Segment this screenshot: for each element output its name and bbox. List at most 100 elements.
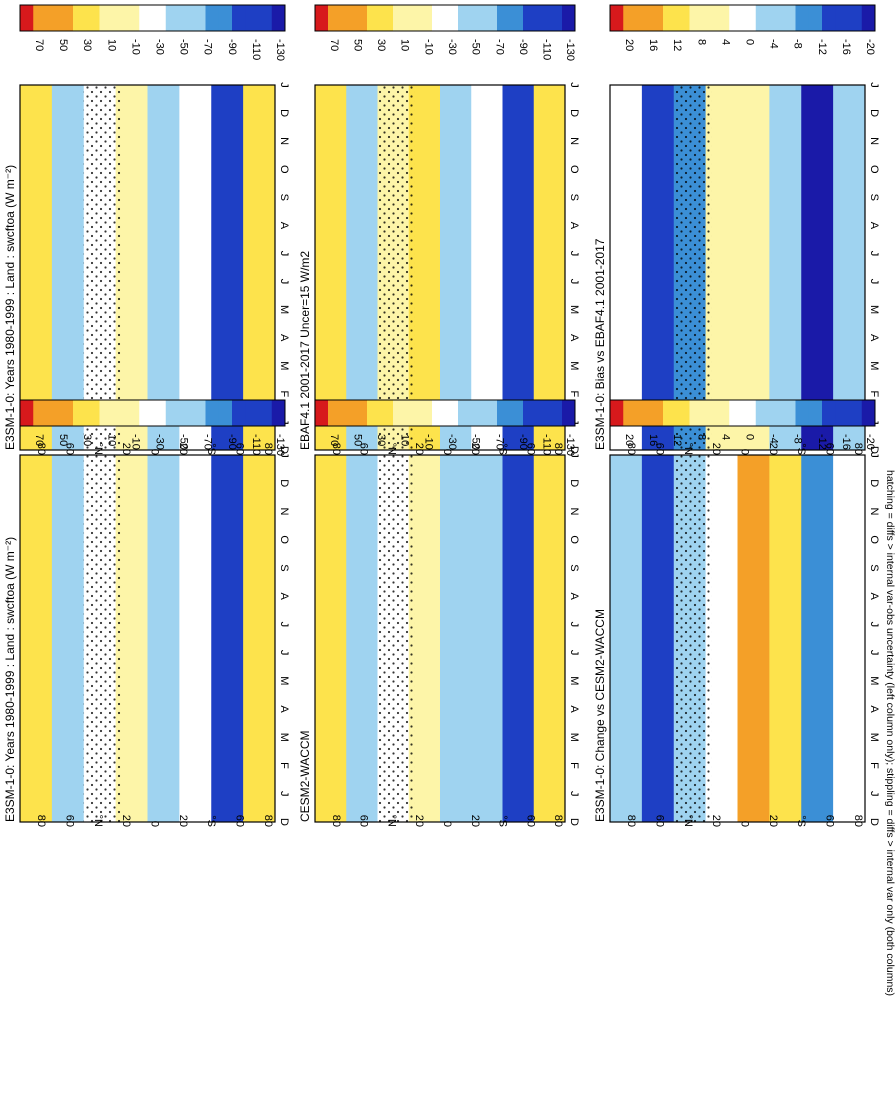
y-tick-label: 0 <box>441 449 453 455</box>
stippling <box>377 85 415 450</box>
x-tick-label: M <box>868 733 880 742</box>
x-tick-label: N <box>278 507 290 515</box>
colorbar-label: -12 <box>816 434 828 450</box>
colorbar-label: -110 <box>250 39 262 60</box>
plot-frame <box>314 454 566 823</box>
colorbar-swatch <box>742 5 757 31</box>
y-tick-label: 60 <box>524 443 536 455</box>
x-tick-label: A <box>568 222 580 230</box>
colorbar-label: -110 <box>541 39 553 60</box>
y-tick-label: °S <box>497 815 509 827</box>
colorbar-swatch <box>536 400 550 426</box>
x-tick-label: F <box>868 762 880 769</box>
x-tick-label: D <box>868 818 880 826</box>
y-tick-label: °S <box>205 815 217 827</box>
colorbar-label: 10 <box>399 39 411 51</box>
colorbar: 70 50 30 10 -10 -30 -50 -70 -90 -110 -130 <box>19 4 286 61</box>
colorbar-swatch <box>623 400 637 426</box>
colorbar-swatch <box>808 5 823 31</box>
y-tick-label: 60 <box>654 815 666 827</box>
panel-title: E3SM-1-0: Change vs CESM2-WACCM <box>593 609 607 822</box>
y-tick-label: 20 <box>177 443 189 455</box>
x-tick-label: J <box>868 791 880 797</box>
heatmap-band <box>833 455 866 822</box>
y-tick-label: 80 <box>35 443 47 455</box>
x-tick-label: A <box>868 705 880 713</box>
colorbar-label: 70 <box>33 434 45 446</box>
colorbar-swatch <box>536 5 550 31</box>
colorbar-label: 4 <box>719 39 731 45</box>
colorbar-label: 20 <box>623 39 635 51</box>
x-tick-label: M <box>278 676 290 685</box>
colorbar-label: -16 <box>840 39 852 55</box>
colorbar-swatch <box>341 5 355 31</box>
y-tick-label: 0 <box>739 449 751 455</box>
x-tick-label: F <box>278 390 290 397</box>
colorbar: 70 50 30 10 -10 -30 -50 -70 -90 -110 -130 <box>19 399 286 456</box>
y-tick-label: 0 <box>739 821 751 827</box>
x-tick-label: O <box>568 165 580 174</box>
colorbar-label: -70 <box>202 39 214 55</box>
x-tick-label: J <box>278 82 290 88</box>
x-tick-label: D <box>278 818 290 826</box>
heatmap-band <box>147 455 180 822</box>
colorbar-swatch <box>562 5 576 31</box>
y-tick-label: 80 <box>552 443 564 455</box>
x-tick-label: D <box>868 446 880 454</box>
x-tick-label: J <box>568 622 580 628</box>
y-tick-label: °S <box>795 815 807 827</box>
x-tick-label: J <box>568 650 580 656</box>
colorbar-label: -20 <box>864 434 876 450</box>
heatmap-field <box>20 85 276 450</box>
colorbar-swatch <box>393 400 407 426</box>
colorbar-swatch <box>795 5 810 31</box>
colorbar-swatch <box>742 400 757 426</box>
heatmap-band <box>51 85 85 450</box>
colorbar-swatch <box>179 5 193 31</box>
y-tick-label: 80 <box>330 443 342 455</box>
heatmap-band <box>533 455 566 822</box>
stippling <box>377 455 415 822</box>
colorbar-swatch <box>46 400 61 426</box>
colorbar-swatch <box>676 5 690 31</box>
x-tick-label: S <box>278 194 290 201</box>
stippling <box>83 455 122 822</box>
y-tick-label: 20 <box>120 443 132 455</box>
colorbar-swatch <box>484 5 498 31</box>
colorbar-swatch <box>33 400 47 426</box>
colorbar-swatch <box>271 400 286 426</box>
colorbar-label: -50 <box>470 39 482 55</box>
x-tick-label: M <box>868 676 880 685</box>
colorbar-swatch <box>393 5 407 31</box>
x-tick-label: M <box>278 305 290 314</box>
colorbar-label: -10 <box>129 39 141 55</box>
colorbar-swatch <box>663 5 677 31</box>
colorbar-label: -50 <box>470 434 482 450</box>
colorbar-swatch <box>729 400 743 426</box>
colorbar-swatch <box>549 5 563 31</box>
heatmap-band <box>20 85 53 450</box>
y-tick-label: 20 <box>413 443 425 455</box>
heatmap-band <box>440 85 472 450</box>
y-tick-label: 80 <box>852 443 864 455</box>
colorbar-swatch <box>126 5 140 31</box>
x-tick-label: M <box>568 361 580 370</box>
colorbar-swatch <box>636 5 651 31</box>
colorbar-swatch <box>33 5 47 31</box>
colorbar-swatch <box>610 400 624 426</box>
y-tick-label: 20 <box>177 815 189 827</box>
footnote: hatching = diffs > internal var-obs unce… <box>884 470 895 996</box>
heatmap-field <box>315 455 566 822</box>
heatmap-band <box>641 85 675 450</box>
x-tick-label: M <box>568 733 580 742</box>
colorbar-swatch <box>782 400 796 426</box>
heatmap-band <box>801 85 834 450</box>
colorbar-label: -10 <box>129 434 141 450</box>
colorbar-swatch <box>73 400 87 426</box>
colorbar-frame <box>314 399 576 427</box>
colorbar-swatch <box>218 5 233 31</box>
panel-title: E3SM-1-0: Years 1980-1999 : Land : swcft… <box>3 537 17 822</box>
colorbar-swatch <box>835 400 849 426</box>
colorbar-swatch <box>636 400 651 426</box>
